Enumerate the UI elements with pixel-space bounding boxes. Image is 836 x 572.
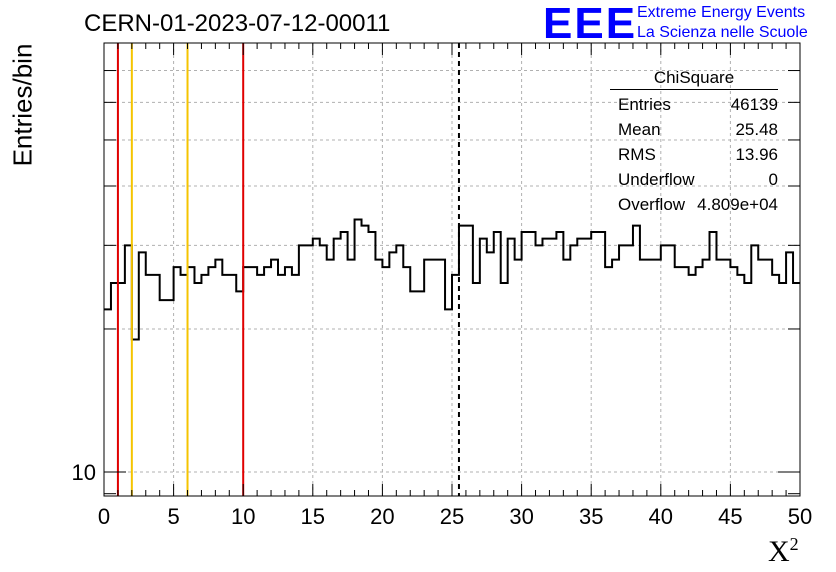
x-tick-label: 30 xyxy=(509,504,533,529)
stats-row-mean: Mean 25.48 xyxy=(618,120,778,139)
x-tick-label: 5 xyxy=(167,504,179,529)
stats-row-rms: RMS 13.96 xyxy=(618,145,778,164)
x-axis-label: X2 xyxy=(768,534,799,568)
x-tick-label: 0 xyxy=(98,504,110,529)
stats-row-entries: Entries 46139 xyxy=(618,95,778,114)
x-tick-label: 40 xyxy=(649,504,673,529)
stats-row-underflow: Underflow 0 xyxy=(618,170,778,189)
x-tick-label: 25 xyxy=(440,504,464,529)
x-tick-label: 20 xyxy=(370,504,394,529)
x-tick-label: 45 xyxy=(718,504,742,529)
x-tick-label: 50 xyxy=(788,504,812,529)
logo-subtitle-2: La Scienza nelle Scuole xyxy=(637,24,808,41)
y-axis-label: Entries/bin xyxy=(7,43,38,167)
stats-row-overflow: Overflow 4.809e+04 xyxy=(618,195,778,214)
stats-title: ChiSquare xyxy=(610,68,778,90)
chart-title: CERN-01-2023-07-12-00011 xyxy=(84,10,391,37)
x-tick-label: 15 xyxy=(301,504,325,529)
eee-logo: EEE xyxy=(543,0,638,48)
stats-box: ChiSquare Entries 46139 Mean 25.48 RMS 13.9… xyxy=(610,68,778,217)
histogram-series xyxy=(104,218,800,341)
logo-subtitle-1: Extreme Energy Events xyxy=(637,4,806,21)
x-tick-label: 10 xyxy=(231,504,255,529)
x-tick-label: 35 xyxy=(579,504,603,529)
y-tick-label: 10 xyxy=(72,460,96,485)
